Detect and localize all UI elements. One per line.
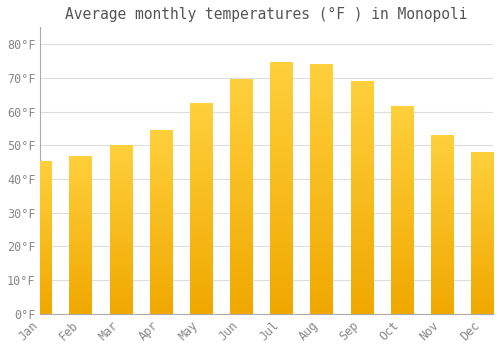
Title: Average monthly temperatures (°F ) in Monopoli: Average monthly temperatures (°F ) in Mo… [66, 7, 468, 22]
